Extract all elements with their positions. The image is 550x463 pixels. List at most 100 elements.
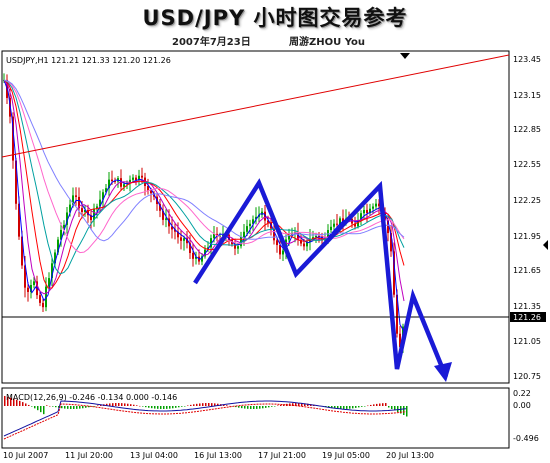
candle-body <box>168 218 170 227</box>
macd-bar <box>208 403 210 406</box>
macd-bar <box>343 406 345 409</box>
candle-body <box>372 206 374 209</box>
macd-bar <box>55 406 57 408</box>
candle-body <box>312 237 314 239</box>
macd-bar <box>406 406 408 417</box>
macd-bar <box>331 406 333 409</box>
ma-line <box>3 79 405 254</box>
time-label: 11 Jul 20:00 <box>65 451 113 460</box>
candle-body <box>102 192 104 200</box>
candle-body <box>75 195 77 197</box>
price-label: 121.35 <box>513 302 541 311</box>
candle-body <box>81 208 83 212</box>
macd-bar <box>94 406 96 407</box>
pattern-path <box>193 178 449 378</box>
chart-shift-marker-icon[interactable] <box>400 53 410 59</box>
macd-bar <box>295 403 297 406</box>
macd-bar <box>274 406 276 407</box>
candle-body <box>291 232 293 236</box>
macd-bar <box>70 406 72 409</box>
page-title: USD/JPY 小时图交易参考 <box>142 6 408 30</box>
candle-body <box>129 179 131 184</box>
trend-line[interactable] <box>1 54 510 158</box>
candle-body <box>387 219 389 234</box>
macd-bar <box>271 406 273 407</box>
time-label: 13 Jul 04:00 <box>130 451 178 460</box>
macd-bar <box>34 406 36 409</box>
candle-body <box>375 203 377 207</box>
macd-bar <box>358 406 360 408</box>
candle-body <box>18 203 20 237</box>
macd-bar <box>352 406 354 409</box>
macd-bar <box>292 403 294 406</box>
macd-bar <box>301 403 303 406</box>
macd-bar <box>148 406 150 408</box>
candle-body <box>306 241 308 247</box>
macd-bar <box>97 405 99 406</box>
candle-body <box>51 263 53 279</box>
macd-bar <box>4 396 6 406</box>
macd-bar <box>337 406 339 409</box>
macd-panel <box>1 387 510 449</box>
macd-bar <box>394 406 396 411</box>
candle-body <box>303 243 305 247</box>
expand-arrow-icon[interactable] <box>543 240 548 250</box>
macd-bar <box>355 406 357 408</box>
pattern-arrowhead-icon <box>434 362 452 382</box>
candle-body <box>63 224 65 230</box>
candle-body <box>15 160 17 204</box>
macd-bar <box>283 404 285 406</box>
candle-body <box>72 195 74 205</box>
candle-body <box>30 285 32 292</box>
macd-bar <box>361 406 363 407</box>
candle-body <box>282 250 284 255</box>
macd-bar <box>175 406 177 408</box>
macd-bar <box>403 406 405 415</box>
candle-body <box>261 211 263 215</box>
macd-bar <box>244 406 246 409</box>
macd-main-line <box>3 400 407 437</box>
candle-body <box>339 218 341 225</box>
macd-bar <box>256 406 258 409</box>
macd-bar <box>7 396 9 406</box>
subtitle-date: 2007年7月23日 <box>172 37 251 48</box>
candle-body <box>357 220 359 227</box>
time-label: 16 Jul 13:00 <box>194 451 242 460</box>
time-label: 17 Jul 21:00 <box>258 451 306 460</box>
macd-bar <box>265 406 267 408</box>
candle-body <box>24 265 26 288</box>
candle-body <box>360 213 362 221</box>
candle-body <box>246 226 248 232</box>
macd-bar <box>16 399 18 406</box>
price-label: 122.55 <box>513 160 541 169</box>
candle-body <box>378 203 380 207</box>
candle-body <box>54 252 56 264</box>
candle-body <box>27 287 29 292</box>
candle-body <box>135 177 137 180</box>
macd-bar <box>172 406 174 409</box>
macd-bar <box>43 406 45 415</box>
macd-bar <box>211 403 213 406</box>
macd-bar <box>376 403 378 406</box>
macd-bar <box>391 406 393 409</box>
time-axis: 10 Jul 2007 11 Jul 20:00 13 Jul 04:00 16… <box>3 451 434 460</box>
macd-bar <box>364 406 366 407</box>
candle-body <box>279 245 281 255</box>
candle-body <box>366 209 368 214</box>
macd-bar <box>187 405 189 406</box>
candle-body <box>369 208 371 214</box>
macd-bar <box>298 403 300 406</box>
macd-bar <box>40 406 42 413</box>
candle-body <box>252 219 254 224</box>
candle-body <box>300 240 302 244</box>
macd-bar <box>58 406 60 408</box>
ma-line <box>3 79 405 289</box>
macd-bar <box>73 406 75 409</box>
macd-bar <box>169 406 171 409</box>
macd-bar <box>139 405 141 407</box>
macd-bar <box>388 406 390 408</box>
macd-bar <box>202 403 204 406</box>
candle-body <box>174 229 176 232</box>
macd-bar <box>229 405 231 407</box>
